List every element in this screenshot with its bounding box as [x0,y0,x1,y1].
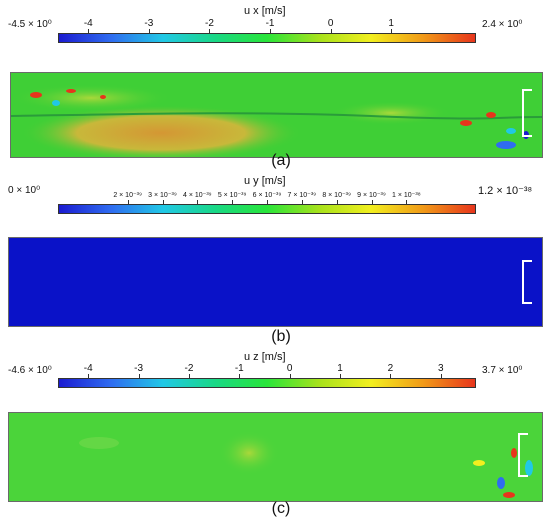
colorbar-tick [440,374,442,378]
colorbar-tick [88,29,90,33]
colorbar-tick [406,200,408,204]
colorbar-tick-label: 1 [337,363,343,374]
colorbar-tick [162,200,164,204]
colorbar-tick-label: 2 [387,363,394,374]
colorbar-c-title: u z [m/s] [244,351,286,363]
colorbar-a-title: u x [m/s] [244,5,286,17]
caption-c: (c) [271,500,291,517]
colorbar-tick-label: -3 [134,363,144,374]
colorbar-tick-label: -1 [234,363,244,374]
caption-a: (a) [271,152,291,169]
colorbar-tick [390,374,392,378]
colorbar-a [58,33,476,43]
colorbar-tick-label: 5 × 10⁻³⁹ [217,192,247,199]
baffle-c [518,433,528,477]
panel-b: u y [m/s] 0 × 10⁰ 1.2 × 10⁻³⁸ (b) 2 × 10… [8,175,543,345]
colorbar-tick [188,374,190,378]
baffle-a [522,89,532,137]
colorbar-tick [239,374,241,378]
colorbar-b-min-label: 0 × 10⁰ [8,185,41,196]
velocity-field-uz [8,412,543,502]
colorbar-tick-label: 0 [327,18,334,29]
colorbar-tick [267,200,268,204]
colorbar-a-min-label: -4.5 × 10⁰ [8,19,52,30]
colorbar-tick-label: 7 × 10⁻³⁹ [287,192,317,199]
colorbar-tick [391,29,393,33]
colorbar-tick [289,374,291,378]
uz-field-graphic [9,413,542,501]
colorbar-tick-label: -1 [265,18,275,29]
colorbar-tick-label: 6 × 10⁻³⁹ [252,192,282,199]
colorbar-b-max-label: 1.2 × 10⁻³⁸ [478,185,533,197]
ux-field-graphic [11,73,542,157]
colorbar-tick [88,374,90,378]
colorbar-tick-label: 0 [286,363,293,374]
velocity-field-uy [8,237,543,327]
colorbar-tick-label: -2 [184,363,194,374]
colorbar-tick [336,200,338,204]
colorbar-tick-label: 1 [388,18,394,29]
colorbar-tick-label: -4 [83,363,93,374]
colorbar-c [58,378,476,388]
colorbar-tick [270,29,272,33]
colorbar-tick [371,200,373,204]
colorbar-tick-label: 1 × 10⁻³⁸ [392,192,421,199]
colorbar-tick-label: -4 [83,18,93,29]
colorbar-tick-label: 2 × 10⁻³⁹ [113,192,142,199]
colorbar-tick [148,29,150,33]
colorbar-a-max-label: 2.4 × 10⁰ [482,19,523,30]
colorbar-tick [232,200,234,204]
colorbar-tick [340,374,342,378]
colorbar-tick [197,200,199,204]
colorbar-c-max-label: 3.7 × 10⁰ [482,365,523,376]
colorbar-tick [330,29,332,33]
colorbar-tick [127,200,129,204]
colorbar-tick-label: 9 × 10⁻³⁹ [357,192,386,199]
colorbar-tick-label: 3 × 10⁻³⁹ [148,192,177,199]
velocity-field-ux [10,72,543,158]
colorbar-c-min-label: -4.6 × 10⁰ [8,365,52,376]
colorbar-tick-label: 4 × 10⁻³⁹ [182,192,212,199]
colorbar-tick-label: -3 [144,18,154,29]
panel-a: u x [m/s] -4.5 × 10⁰ 2.4 × 10⁰ [0,0,550,170]
colorbar-b-title: u y [m/s] [244,175,286,187]
colorbar-tick [209,29,211,33]
colorbar-tick-label: -2 [204,18,214,29]
colorbar-tick-label: 3 [437,363,444,374]
colorbar-tick [138,374,140,378]
colorbar-b [58,204,476,214]
caption-b: (b) [271,328,291,345]
baffle-b [522,260,532,304]
colorbar-tick-label: 8 × 10⁻³⁹ [322,192,351,199]
colorbar-tick [301,200,303,204]
